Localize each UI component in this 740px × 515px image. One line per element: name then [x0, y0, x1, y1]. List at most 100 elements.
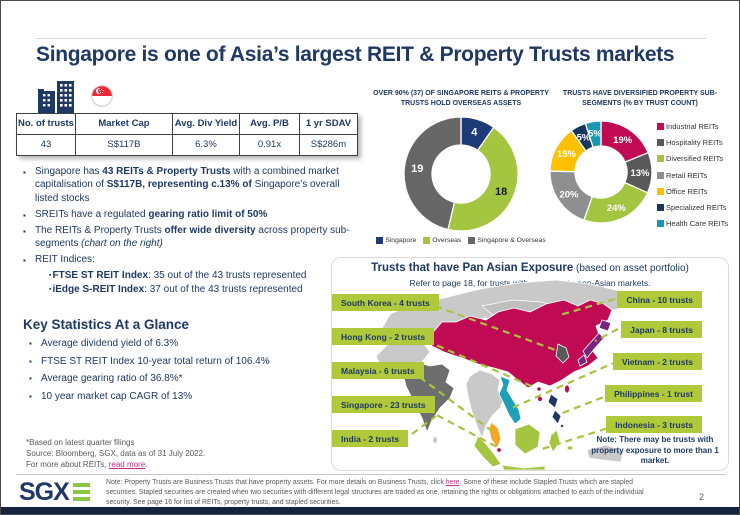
stats-col-header: Avg. P/B [238, 113, 300, 135]
key-stat-item: Average dividend yield of 6.3% [29, 337, 359, 350]
stats-value-cell: 43 [16, 134, 76, 156]
bullet-item: REIT Indices: [23, 253, 357, 268]
map-country-philippines-south [551, 409, 562, 425]
map-badge-singapore: Singapore - 23 trusts [332, 396, 435, 413]
map-region-maluku [566, 445, 574, 451]
map-connector-hong-kong [414, 334, 537, 390]
legend-item: Retail REITs [657, 171, 728, 180]
stats-table-value-row: 43 S$117B 6.3% 0.91x S$286m [16, 134, 358, 156]
page-title: Singapore is one of Asia’s largest REIT … [36, 43, 675, 66]
legend-item: Office REITs [657, 187, 728, 196]
inline-link[interactable]: here [445, 479, 460, 486]
map-badge-india: India - 2 trusts [332, 430, 409, 447]
text-segment: 43 REITs & Property Trusts [102, 166, 231, 177]
donut-slice-singapore-overseas [403, 116, 462, 231]
footer-divider [16, 474, 726, 475]
bottom-strip [1, 507, 739, 514]
map-country-vietnam [498, 375, 522, 425]
key-stats-list: Average dividend yield of 6.3% FTSE ST RE… [29, 337, 359, 407]
text-segment: (chart on the right) [81, 238, 163, 250]
map-region-papua [586, 444, 624, 463]
legend-item: Overseas [423, 237, 461, 244]
legend-swatch [657, 139, 664, 147]
text-segment: iEdge S-REIT Index [52, 284, 145, 296]
bullet-section: Singapore has 43 REITs & Property Trusts… [23, 165, 357, 298]
text-segment: : 37 out of the 43 trusts represented [144, 284, 303, 296]
buildings-icon [37, 78, 81, 118]
footnote: *Based on latest quarter filings Source: … [26, 437, 205, 470]
legend-label: Health Care REITs [666, 219, 729, 229]
map-country-south-korea [555, 343, 570, 364]
donut-data-label: 18 [495, 186, 507, 198]
legend-label: Hospitality REITs [666, 138, 723, 148]
text-segment: FTSE ST REIT Index [52, 269, 149, 281]
legend-item: Health Care REITs [657, 219, 728, 228]
text-segment: with a combined market capitalisation of [35, 166, 339, 191]
donut-data-label: 15% [557, 149, 577, 160]
map-badge-vietnam: Vietnam - 2 trusts [612, 353, 702, 370]
inline-link[interactable]: read more [108, 460, 146, 469]
map-country-indonesia-sulawesi [548, 429, 561, 453]
map-connector-philippines [559, 391, 615, 416]
sub-bullet-item: ▪iEdge S-REIT Index: 37 out of the 43 tr… [23, 283, 357, 296]
legend-label: Industrial REITs [666, 122, 719, 131]
stats-col-header: Avg. Div Yield [171, 113, 240, 135]
donut-chart-subsegments: 19%13%24%20%15%5%5% [549, 120, 653, 224]
chart-sub-segments: TRUSTS HAVE DIVERSIFIED PROPERTY SUB-SEG… [549, 89, 731, 255]
stats-col-header: Market Cap [74, 113, 173, 135]
text-segment: across property sub-segments [35, 224, 350, 250]
donut-slice-health-care-reits [584, 120, 602, 149]
map-connector-india [411, 415, 437, 435]
text-segment: : 35 out of the 43 trusts represented [148, 269, 307, 281]
footnote-line: For more about REITs, read more. [26, 459, 205, 470]
legend-item: Singapore & Overseas [468, 237, 546, 244]
donut-data-label: 19% [613, 135, 633, 146]
sgx-logo-bars-icon [72, 482, 90, 502]
legend-item: Singapore [376, 237, 416, 244]
map-badge-south-korea: South Korea - 4 trusts [332, 294, 439, 311]
map-marker-hong-kong [536, 386, 542, 392]
legend-label: Retail REITs [666, 170, 708, 180]
chart2-legend: Industrial REITs Hospitality REITs Diversi… [657, 122, 728, 228]
header-divider [36, 38, 706, 39]
text-segment: Note: Property Trusts are Business Trust… [106, 479, 446, 486]
legend-item: Industrial REITs [657, 122, 728, 131]
text-segment: Singapore’s overall listed stocks [35, 179, 340, 204]
legend-swatch [657, 187, 664, 195]
map-title-rest: (based on asset portfolio) [573, 263, 689, 274]
map-country-japan-kyushu [577, 354, 588, 367]
sub-bullet-item: ▪FTSE ST REIT Index: 35 out of the 43 tr… [23, 269, 357, 282]
donut-data-label: 24% [607, 203, 627, 214]
map-connector-vietnam [511, 359, 619, 410]
bullet-item: SREITs have a regulated gearing ratio li… [23, 208, 357, 223]
text-segment: gearing ratio limit of 50% [148, 208, 268, 220]
donut-chart-overseas: 4 18 19 [403, 116, 519, 232]
footnote-line: Source: Bloomberg, SGX, data as of 31 Ju… [26, 449, 206, 458]
map-connector-china [559, 297, 616, 317]
legend-swatch [657, 123, 664, 130]
legend-item: Hospitality REITs [657, 138, 728, 147]
stats-col-header: 1 yr SDAV [298, 113, 358, 135]
map-marker-singapore [496, 447, 502, 453]
map-country-malaysia-borneo [514, 423, 541, 455]
donut-data-label: 20% [559, 189, 579, 200]
legend-swatch [468, 237, 476, 244]
map-title: Trusts that have Pan Asian Exposure (bas… [332, 262, 728, 274]
bullet-item: The REITs & Property Trusts offer wide d… [23, 224, 357, 251]
stats-col-header: No. of trusts [16, 113, 76, 135]
stats-value-cell: 6.3% [171, 134, 240, 156]
legend-label: Diversified REITs [666, 154, 724, 164]
sgx-logo: SGX [19, 478, 90, 506]
donut-data-label: 5% [588, 129, 602, 140]
legend-swatch [657, 171, 664, 179]
sub-bullet-marker: ▪ [49, 286, 52, 294]
stats-value-cell: S$117B [74, 134, 173, 156]
stats-value-cell: S$286m [298, 134, 358, 156]
sgx-logo-text: SGX [19, 478, 70, 506]
header-icons [37, 78, 113, 118]
text-segment: For more about REITs, [26, 460, 109, 469]
donut-data-label: 5% [577, 132, 591, 143]
legend-label: Office REITs [666, 186, 708, 196]
pan-asian-map-panel: Trusts that have Pan Asian Exposure (bas… [331, 257, 729, 471]
donut-data-label: 13% [630, 168, 650, 179]
